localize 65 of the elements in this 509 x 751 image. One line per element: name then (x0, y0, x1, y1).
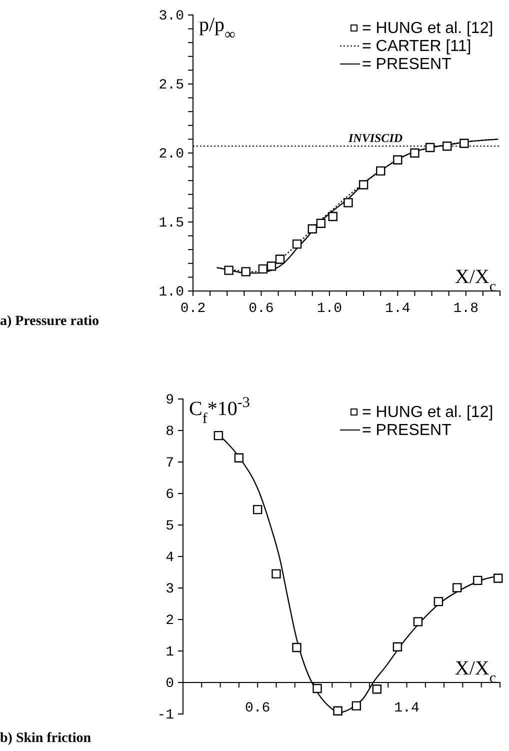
point (413, 617, 423, 626)
point (312, 684, 322, 694)
text: b) Skin friction (0, 731, 92, 746)
point (442, 142, 452, 151)
y-tick-label: 6 (166, 486, 174, 503)
y-tick-label: 0 (166, 676, 174, 692)
point (234, 453, 244, 463)
y-tick-label: 1.5 (158, 215, 184, 232)
point (376, 166, 386, 176)
point (460, 138, 469, 148)
y-tick-label: -1 (157, 707, 174, 724)
legend-label: = CARTER [11] (362, 38, 472, 55)
legend-label: = HUNG et al. [12] (362, 20, 494, 37)
point (272, 569, 281, 578)
point (224, 266, 234, 275)
y-tick-label: 2 (166, 612, 174, 629)
point (344, 198, 353, 208)
point (252, 504, 262, 514)
y-tick-label: 2.0 (158, 146, 184, 162)
point (425, 142, 435, 152)
point (328, 212, 338, 222)
point (275, 254, 285, 264)
x-tick-label: 1.4 (385, 300, 410, 317)
point (308, 224, 317, 234)
point (410, 148, 420, 158)
point (333, 706, 342, 716)
point (494, 574, 503, 583)
point (316, 218, 326, 228)
point (452, 583, 462, 592)
y-axis-title: p/p$_{∞}$ (199, 14, 236, 43)
point (292, 239, 302, 249)
point (358, 180, 368, 190)
x-tick-label: 1.8 (453, 300, 478, 317)
y-tick-label: 3 (166, 581, 174, 598)
point (352, 701, 362, 710)
y-tick-label: 8 (166, 424, 174, 440)
y-tick-label: 4 (166, 550, 174, 566)
legend-label: = HUNG et al. [12] (362, 404, 494, 421)
x-tick-label: 1.0 (316, 300, 342, 317)
point (292, 642, 302, 652)
y-tick-label: 1.0 (158, 284, 184, 300)
point (258, 264, 268, 274)
y-axis-title: C$_{f}$*10$^{-3}$ (189, 395, 250, 427)
y-tick-label: 7 (166, 455, 174, 472)
y-tick-label: 2.5 (158, 77, 184, 94)
y-tick-label: 5 (166, 518, 174, 534)
x-tick-label: 1.4 (394, 700, 420, 716)
legend-label: = PRESENT (362, 422, 452, 439)
point (214, 430, 224, 440)
x-tick-label: 0.6 (248, 300, 274, 317)
point (473, 576, 482, 586)
y-tick-label: 1 (166, 644, 174, 660)
point (266, 262, 276, 271)
ref-line-label: INVISCID (348, 131, 403, 146)
y-tick-label: 3.0 (158, 8, 184, 24)
point (392, 642, 402, 652)
y-tick-label: 9 (166, 392, 174, 408)
point (434, 596, 444, 606)
x-tick-label: 0.6 (244, 700, 270, 716)
point (393, 155, 402, 164)
point (372, 684, 382, 694)
point (241, 267, 250, 276)
legend-label: = PRESENT (362, 56, 452, 73)
text: a) Pressure ratio (0, 314, 100, 329)
x-tick-label: 0.2 (180, 300, 206, 317)
